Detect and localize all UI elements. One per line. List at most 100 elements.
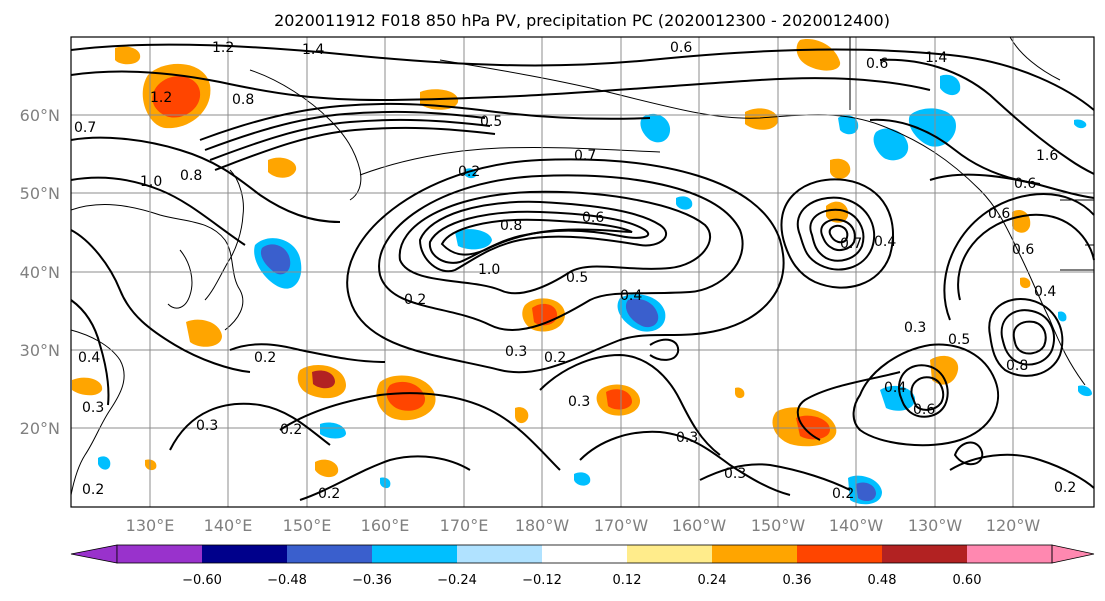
- contour-label: 0.6: [988, 206, 1010, 222]
- contour-label: 0.3: [505, 344, 527, 360]
- contour-line: [988, 298, 1064, 377]
- lon-tick-label: 170°E: [440, 516, 489, 535]
- contour-label: 0.4: [620, 288, 642, 304]
- contour-line: [214, 126, 496, 171]
- contour-line: [953, 441, 984, 466]
- contour-label: 0.6: [1014, 176, 1036, 192]
- colorbar-segment: [372, 545, 457, 563]
- contour-line: [949, 453, 1095, 489]
- contour-line: [879, 58, 1095, 175]
- lon-tick-label: 160°E: [361, 516, 410, 535]
- contour-line: [1000, 309, 1055, 366]
- precipitation-shading: [72, 39, 1092, 505]
- contour-label: 0.2: [458, 164, 480, 180]
- colorbar-tick-label: −0.24: [437, 573, 477, 588]
- contour-line: [428, 210, 650, 264]
- lat-axis: 60°N 50°N 40°N 30°N 20°N: [20, 106, 60, 438]
- shade-positive: [312, 370, 335, 389]
- contour-label: 0.5: [566, 270, 588, 286]
- contour-line: [699, 463, 851, 491]
- map-frame: [70, 36, 1095, 508]
- shade-negative: [1058, 311, 1067, 322]
- contour-label: 0.3: [724, 466, 746, 482]
- contour-line: [1012, 320, 1047, 355]
- contour-label: 0.8: [180, 168, 202, 184]
- contour-line: [828, 224, 849, 244]
- shade-negative: [574, 472, 591, 486]
- colorbar-segment: [542, 545, 627, 563]
- shade-positive: [606, 389, 632, 410]
- contour-label: 1.2: [150, 90, 172, 106]
- coastline-alaska: [439, 59, 981, 191]
- shade-positive: [386, 381, 426, 411]
- contour-label: 0.3: [904, 320, 926, 336]
- shade-positive: [830, 158, 851, 179]
- contour-line: [957, 213, 1095, 301]
- shade-positive: [735, 387, 745, 399]
- contour-label: 0.6: [582, 210, 604, 226]
- contour-label: 0.2: [404, 292, 426, 308]
- contour-label: 0.3: [568, 394, 590, 410]
- shade-positive: [145, 459, 157, 471]
- shade-positive: [1020, 277, 1031, 289]
- lon-tick-label: 150°E: [283, 516, 332, 535]
- contour-line: [649, 338, 680, 361]
- colorbar: −0.60 −0.48 −0.36 −0.24 −0.12 0.12 0.24 …: [70, 544, 1095, 588]
- contour-line: [199, 102, 651, 141]
- contour-line: [378, 174, 744, 331]
- lat-tick-label: 50°N: [20, 184, 60, 203]
- colorbar-segment: [627, 545, 712, 563]
- contour-line: [943, 193, 1095, 321]
- contour-line: [440, 218, 633, 256]
- colorbar-tick-label: 0.36: [783, 573, 812, 588]
- shade-negative: [856, 482, 876, 502]
- coastline-north-america-west: [979, 189, 1086, 386]
- coastline-aleutians: [359, 146, 661, 176]
- contour-line: [796, 196, 876, 271]
- contour-line: [346, 158, 785, 374]
- shade-positive: [930, 355, 959, 385]
- colorbar-tick-label: −0.36: [352, 573, 392, 588]
- colorbar-segment: [712, 545, 797, 563]
- contour-labels: 1.2 1.4 0.6 1.4 0.8 1.2 0.7 0.6 1.0 0.8 …: [74, 40, 1076, 502]
- contour-label: 0.2: [1054, 480, 1076, 496]
- contour-label: 0.8: [1006, 358, 1028, 374]
- shade-negative: [908, 108, 956, 147]
- colorbar-tick-label: 0.12: [613, 573, 642, 588]
- colorbar-segment: [202, 545, 287, 563]
- map-panel: 1.2 1.4 0.6 1.4 0.8 1.2 0.7 0.6 1.0 0.8 …: [70, 36, 1095, 508]
- contour-line: [279, 392, 561, 471]
- shade-positive: [796, 39, 841, 71]
- contour-line: [70, 136, 341, 223]
- coastline-asia: [70, 204, 244, 331]
- lon-tick-label: 140°E: [204, 516, 253, 535]
- colorbar-tick-label: −0.48: [267, 573, 307, 588]
- lat-tick-label: 60°N: [20, 106, 60, 125]
- shade-positive: [186, 319, 222, 347]
- contour-label: 0.2: [544, 350, 566, 366]
- shade-negative: [1078, 385, 1092, 397]
- contour-label: 0.3: [196, 418, 218, 434]
- coastline-korea: [167, 249, 193, 309]
- contour-line: [204, 110, 486, 151]
- shade-positive: [72, 377, 103, 396]
- shade-positive: [745, 108, 779, 130]
- colorbar-tick-label: 0.24: [698, 573, 727, 588]
- lon-tick-label: 140°W: [829, 516, 884, 535]
- shade-negative: [1074, 119, 1087, 129]
- colorbar-segment: [117, 545, 202, 563]
- lat-tick-label: 40°N: [20, 263, 60, 282]
- contour-label: 0.2: [318, 486, 340, 502]
- contour-line: [70, 229, 251, 373]
- lon-tick-label: 180°W: [515, 516, 570, 535]
- colorbar-extend-low: [70, 544, 118, 564]
- shade-positive: [315, 459, 339, 478]
- contour-label: 0.2: [832, 486, 854, 502]
- contour-label: 0.4: [874, 234, 896, 250]
- contour-label: 1.4: [302, 42, 324, 58]
- contour-line: [796, 371, 901, 441]
- contour-label: 0.4: [78, 350, 100, 366]
- contour-line: [820, 218, 856, 251]
- plot-title: 2020011912 F018 850 hPa PV, precipitatio…: [274, 11, 890, 30]
